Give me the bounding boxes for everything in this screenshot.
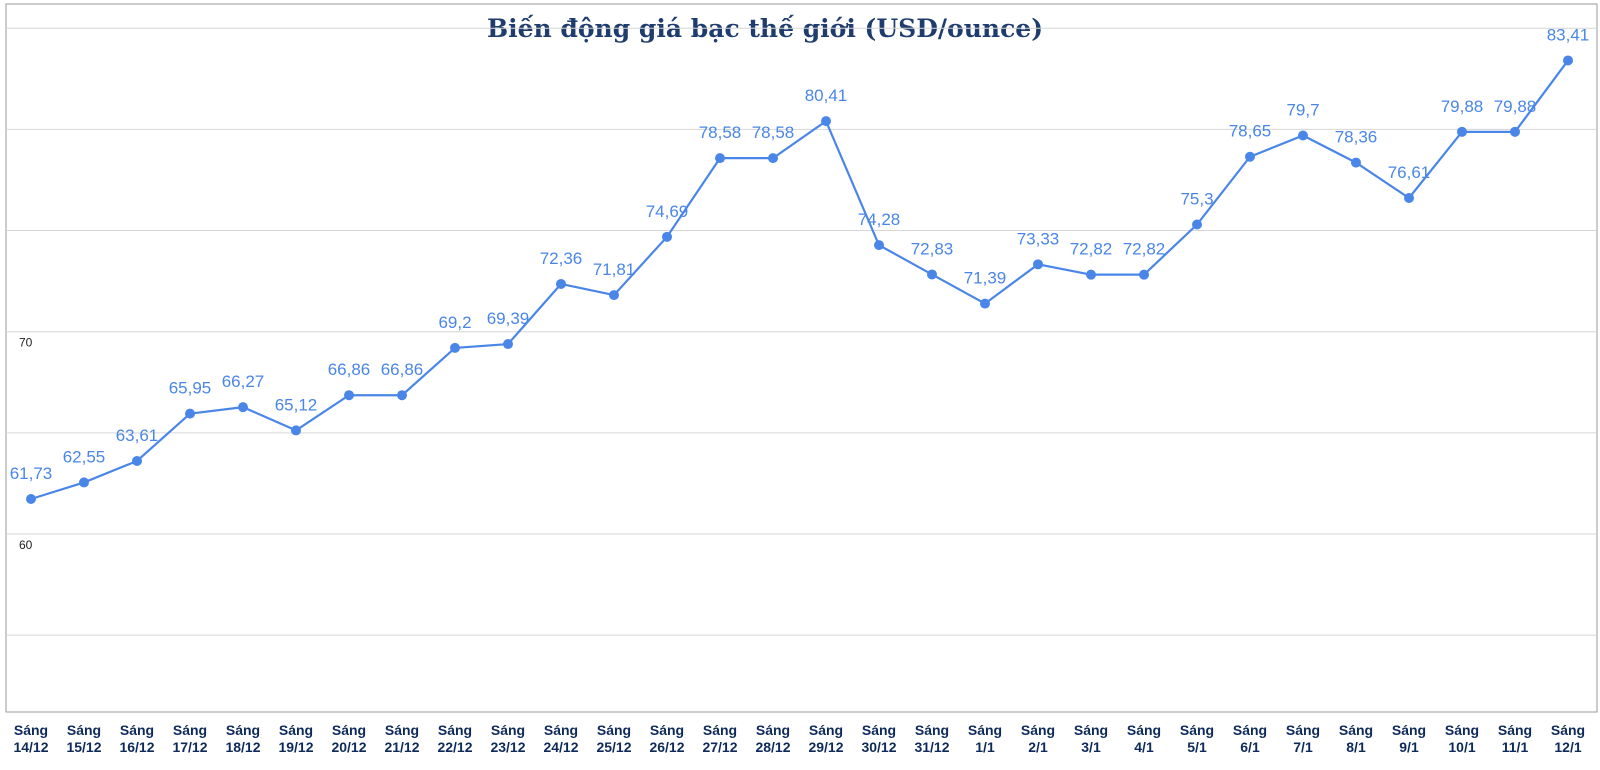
data-label: 71,81: [593, 260, 636, 279]
x-tick-label: Sáng 24/12: [543, 722, 578, 755]
data-label: 72,36: [540, 249, 583, 268]
data-label: 61,73: [10, 464, 53, 483]
data-label: 75,3: [1180, 189, 1213, 208]
data-point: [715, 153, 725, 164]
data-label: 72,83: [911, 239, 954, 258]
x-tick-label: Sáng 21/12: [384, 722, 419, 755]
data-label: 62,55: [63, 447, 106, 466]
data-label: 78,58: [752, 123, 795, 142]
data-label: 66,86: [328, 360, 371, 379]
data-point: [1192, 219, 1202, 230]
data-label: 72,82: [1123, 240, 1166, 259]
data-label: 79,88: [1494, 97, 1537, 116]
x-tick-label: Sáng 1/1: [968, 722, 1002, 755]
x-tick-label: Sáng 17/12: [172, 722, 207, 755]
data-label: 78,65: [1229, 122, 1272, 141]
x-tick-label: Sáng 3/1: [1074, 722, 1108, 755]
data-point: [821, 116, 831, 127]
data-label: 76,61: [1388, 163, 1431, 182]
x-tick-label: Sáng 26/12: [649, 722, 684, 755]
x-tick-label: Sáng 11/1: [1498, 722, 1532, 755]
data-point: [980, 298, 990, 309]
data-label: 66,86: [381, 360, 424, 379]
data-point: [874, 240, 884, 251]
y-tick-label: 60: [19, 538, 33, 552]
data-point: [1510, 126, 1520, 137]
x-tick-label: Sáng 8/1: [1339, 722, 1373, 755]
data-label: 71,39: [964, 269, 1007, 288]
data-point: [1245, 151, 1255, 162]
data-point: [397, 390, 407, 401]
data-label: 66,27: [222, 372, 265, 391]
data-point: [556, 278, 566, 289]
data-label: 65,95: [169, 379, 212, 398]
data-point: [1351, 157, 1361, 168]
data-point: [185, 408, 195, 419]
data-point: [450, 342, 460, 353]
data-label: 74,69: [646, 202, 689, 221]
data-point: [1086, 269, 1096, 280]
data-label: 79,7: [1286, 100, 1319, 119]
data-point: [1404, 192, 1414, 203]
data-point: [609, 290, 619, 301]
data-label: 83,41: [1547, 25, 1590, 44]
x-tick-label: Sáng 10/1: [1445, 722, 1479, 755]
x-tick-label: Sáng 5/1: [1180, 722, 1214, 755]
x-tick-label: Sáng 31/12: [914, 722, 949, 755]
data-label: 74,28: [858, 210, 901, 229]
data-label: 79,88: [1441, 97, 1484, 116]
plot-frame: [5, 3, 1598, 713]
data-label: 72,82: [1070, 240, 1113, 259]
x-tick-label: Sáng 15/12: [66, 722, 101, 755]
data-label: 80,41: [805, 86, 848, 105]
data-point: [79, 477, 89, 488]
data-point: [927, 269, 937, 280]
y-tick-label: 70: [19, 336, 33, 350]
data-point: [344, 390, 354, 401]
x-tick-label: Sáng 12/1: [1551, 722, 1585, 755]
x-tick-label: Sáng 22/12: [437, 722, 472, 755]
x-tick-label: Sáng 7/1: [1286, 722, 1320, 755]
x-tick-label: Sáng 30/12: [861, 722, 896, 755]
data-point: [132, 455, 142, 466]
data-point: [1457, 126, 1467, 137]
data-point: [768, 153, 778, 164]
data-point: [1033, 259, 1043, 270]
x-tick-label: Sáng 23/12: [490, 722, 525, 755]
series-line: [30, 59, 1569, 501]
x-tick-label: Sáng 6/1: [1233, 722, 1267, 755]
x-tick-label: Sáng 20/12: [331, 722, 366, 755]
x-tick-label: Sáng 25/12: [596, 722, 631, 755]
x-tick-label: Sáng 28/12: [755, 722, 790, 755]
data-point: [26, 493, 36, 504]
x-tick-label: Sáng 18/12: [225, 722, 260, 755]
x-tick-label: Sáng 29/12: [808, 722, 843, 755]
data-point: [1139, 269, 1149, 280]
data-point: [662, 231, 672, 242]
data-point: [503, 339, 513, 350]
x-tick-label: Sáng 16/12: [119, 722, 154, 755]
data-label: 65,12: [275, 395, 318, 414]
data-label: 73,33: [1017, 229, 1060, 248]
data-label: 78,58: [699, 123, 742, 142]
x-tick-label: Sáng 14/12: [13, 722, 48, 755]
data-label: 63,61: [116, 426, 159, 445]
data-point: [238, 402, 248, 413]
data-label: 78,36: [1335, 128, 1378, 147]
data-point: [291, 425, 301, 436]
x-tick-label: Sáng 27/12: [702, 722, 737, 755]
x-tick-label: Sáng 19/12: [278, 722, 313, 755]
data-point: [1563, 55, 1573, 66]
data-label: 69,2: [438, 313, 471, 332]
x-tick-label: Sáng 4/1: [1127, 722, 1161, 755]
data-point: [1298, 130, 1308, 141]
x-tick-label: Sáng 2/1: [1021, 722, 1055, 755]
x-tick-label: Sáng 9/1: [1392, 722, 1426, 755]
data-label: 69,39: [487, 309, 530, 328]
